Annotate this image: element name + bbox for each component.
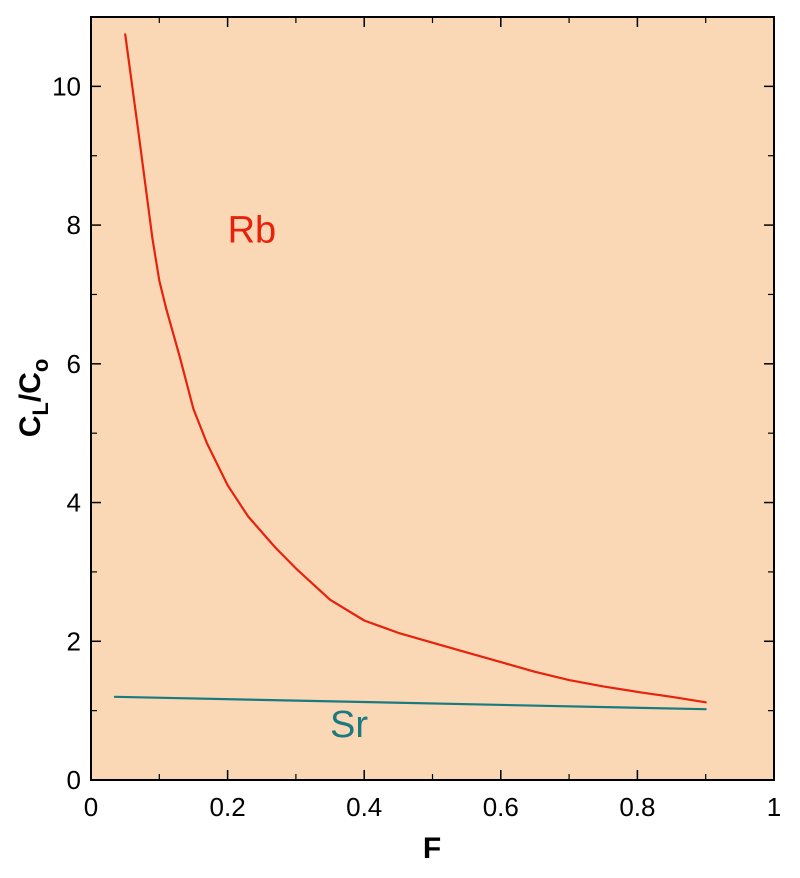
x-tick-label: 1 (767, 792, 781, 822)
series-line-rb (124, 33, 707, 704)
y-tick-label: 10 (52, 71, 81, 101)
x-tick-label: 0.2 (210, 792, 246, 822)
series-label-sr: Sr (330, 704, 368, 746)
y-axis-title-sub1: L (28, 402, 53, 415)
y-axis-title-slash: /C (14, 372, 47, 402)
x-tick-label: 0 (84, 792, 98, 822)
y-axis-title-main: C (14, 416, 47, 438)
x-tick-label: 0.8 (619, 792, 655, 822)
x-tick-label: 0.4 (346, 792, 382, 822)
annotation-layer: Rb Sr (228, 209, 369, 746)
x-axis-title: F (423, 832, 441, 865)
series-layer (113, 33, 707, 711)
y-tick-label: 6 (67, 349, 81, 379)
plot-background (91, 17, 774, 780)
y-tick-label: 4 (67, 488, 81, 518)
y-axis-title: CL/Co (14, 359, 53, 438)
y-tick-label: 2 (67, 626, 81, 656)
y-tick-label: 0 (67, 765, 81, 795)
plot-frame (90, 16, 775, 781)
x-tick-label: 0.6 (483, 792, 519, 822)
series-label-rb: Rb (228, 209, 277, 251)
y-axis-title-sub2: o (28, 359, 53, 372)
y-tick-label: 8 (67, 210, 81, 240)
series-line-sr (113, 695, 707, 711)
